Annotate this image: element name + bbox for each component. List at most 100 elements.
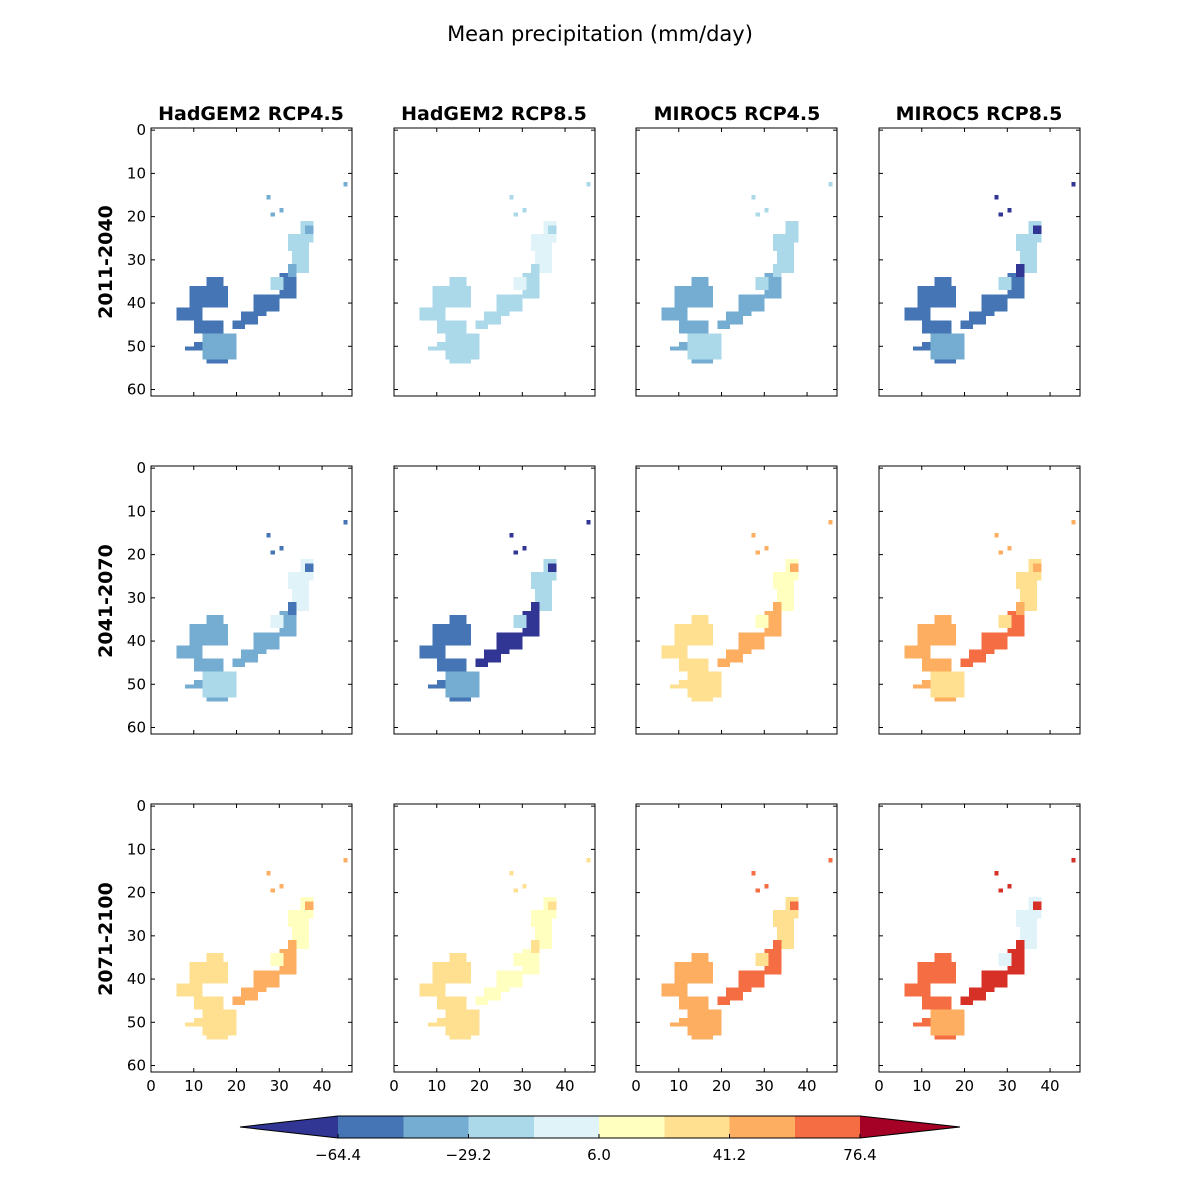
precip-cell bbox=[1015, 571, 1029, 590]
precip-cell bbox=[432, 961, 471, 984]
x-tick-label: 40 bbox=[1041, 1077, 1060, 1095]
precip-cell bbox=[445, 671, 480, 698]
precip-cell bbox=[678, 320, 709, 334]
precip-cell bbox=[449, 697, 471, 702]
column-title: MIROC5 RCP8.5 bbox=[896, 103, 1063, 125]
precip-cell bbox=[960, 658, 974, 667]
precip-cell bbox=[960, 996, 974, 1005]
precip-cell bbox=[764, 207, 769, 213]
land-cells bbox=[661, 182, 833, 364]
column-title: MIROC5 RCP4.5 bbox=[654, 103, 821, 125]
colorbar-tick-label: −64.4 bbox=[315, 1146, 361, 1164]
precip-cell bbox=[522, 207, 527, 213]
y-tick-label: 50 bbox=[127, 337, 146, 355]
column-titles: HadGEM2 RCP4.5 HadGEM2 RCP8.5 MIROC5 RCP… bbox=[158, 103, 1062, 125]
colorbar: −64.4 −29.2 6.0 41.2 76.4 bbox=[239, 1115, 961, 1164]
y-tick-label: 0 bbox=[136, 121, 146, 139]
precip-cell bbox=[670, 684, 684, 689]
column-title: HadGEM2 RCP4.5 bbox=[158, 103, 344, 125]
precip-cell bbox=[193, 658, 224, 672]
colorbar-segment bbox=[664, 1116, 730, 1138]
precip-cell bbox=[445, 1009, 480, 1036]
row-titles: 2011-2040 2041-2070 2071-2100 bbox=[95, 205, 117, 996]
precip-cell bbox=[691, 697, 713, 702]
y-tick-label: 30 bbox=[127, 589, 146, 607]
precip-cell bbox=[253, 970, 267, 984]
precip-cell bbox=[270, 888, 276, 893]
precip-cell bbox=[1007, 207, 1012, 213]
precip-cell bbox=[661, 645, 688, 659]
colorbar-segment bbox=[729, 1116, 795, 1138]
x-tick-label: 40 bbox=[556, 1077, 575, 1095]
precip-cell bbox=[206, 359, 228, 364]
precip-cell bbox=[287, 909, 301, 928]
map-panel bbox=[635, 127, 838, 397]
precip-cell bbox=[751, 871, 756, 876]
precip-cell bbox=[287, 571, 301, 590]
precip-cell bbox=[287, 940, 297, 954]
precip-cell bbox=[513, 888, 519, 893]
precip-cell bbox=[513, 212, 519, 217]
row-title: 2071-2100 bbox=[95, 882, 117, 996]
precip-cell bbox=[921, 1017, 939, 1027]
precip-cell bbox=[428, 346, 442, 351]
land-cells bbox=[419, 182, 591, 364]
panel-frame bbox=[878, 465, 1081, 735]
map-panel bbox=[393, 127, 596, 397]
precip-cell bbox=[475, 658, 489, 667]
precip-cell bbox=[960, 320, 974, 329]
precip-cell bbox=[419, 983, 446, 997]
y-tick-label: 40 bbox=[127, 632, 146, 650]
precip-cell bbox=[270, 277, 284, 291]
precip-cell bbox=[189, 623, 228, 646]
precip-cell bbox=[691, 277, 709, 286]
y-tick-label: 20 bbox=[127, 884, 146, 902]
precip-cell bbox=[921, 679, 939, 689]
precip-cell bbox=[998, 277, 1012, 291]
precip-cell bbox=[661, 983, 688, 997]
map-panel bbox=[635, 465, 838, 735]
precip-cell bbox=[674, 285, 713, 308]
x-tick-label: 0 bbox=[874, 1077, 884, 1095]
precip-cell bbox=[522, 883, 527, 889]
precip-cell bbox=[751, 533, 756, 538]
y-tick-label: 10 bbox=[127, 840, 146, 858]
precip-cell bbox=[1071, 520, 1076, 525]
precip-cell bbox=[755, 953, 769, 967]
precip-cell bbox=[189, 961, 228, 984]
y-tick-label: 10 bbox=[127, 502, 146, 520]
precip-cell bbox=[981, 294, 995, 308]
y-tick-label: 50 bbox=[127, 1013, 146, 1031]
precip-cell bbox=[436, 658, 467, 672]
panel-frame bbox=[150, 803, 353, 1073]
colorbar-segment bbox=[403, 1116, 469, 1138]
map-panel: 0 10 20 30 40 50 60 bbox=[127, 459, 353, 737]
precip-cell bbox=[270, 550, 276, 555]
precip-cell bbox=[436, 996, 467, 1010]
precip-cell bbox=[530, 602, 540, 616]
precip-cell bbox=[279, 883, 284, 889]
precip-cell bbox=[547, 901, 557, 910]
precip-cell bbox=[772, 264, 782, 278]
precip-cell bbox=[934, 359, 956, 364]
precip-cell bbox=[913, 1022, 927, 1027]
precip-cell bbox=[513, 615, 527, 629]
precip-cell bbox=[994, 871, 999, 876]
precip-cell bbox=[772, 602, 782, 616]
colorbar-segment bbox=[794, 1116, 860, 1138]
colorbar-extend-high bbox=[860, 1116, 960, 1138]
precip-cell bbox=[266, 195, 271, 200]
colorbar-extend-low bbox=[240, 1116, 338, 1138]
row-title: 2041-2070 bbox=[95, 544, 117, 658]
y-tick-label: 40 bbox=[127, 970, 146, 988]
precip-cell bbox=[304, 225, 314, 234]
precip-cell bbox=[287, 602, 297, 616]
precip-cell bbox=[934, 277, 952, 286]
precip-cell bbox=[687, 671, 722, 698]
row-title: 2011-2040 bbox=[95, 205, 117, 319]
precip-cell bbox=[674, 623, 713, 646]
x-tick-label: 0 bbox=[146, 1077, 156, 1095]
precip-cell bbox=[755, 615, 769, 629]
panel-frame bbox=[393, 127, 596, 397]
